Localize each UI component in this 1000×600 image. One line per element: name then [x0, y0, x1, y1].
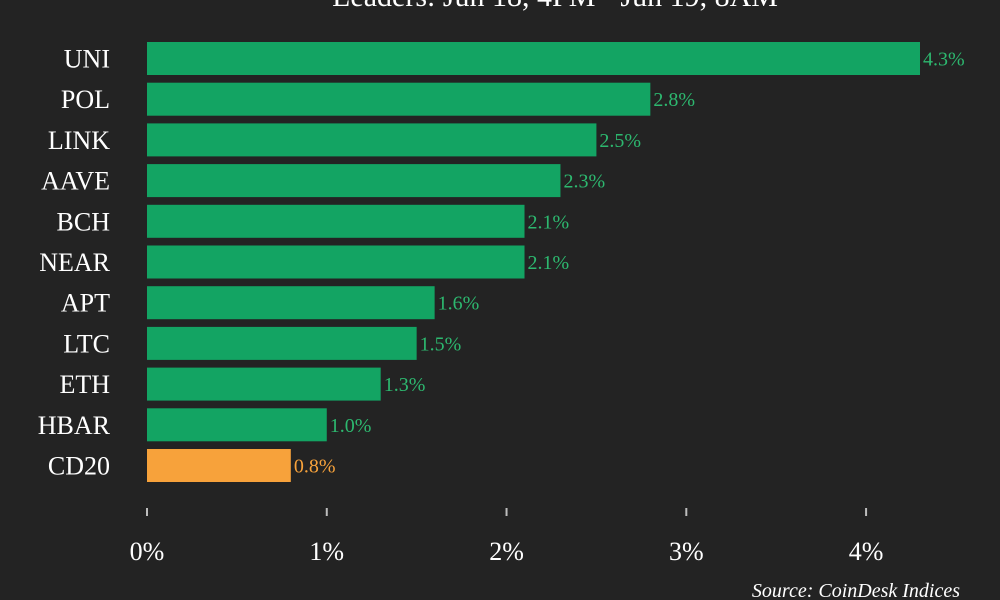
x-tick-label: 3% — [669, 537, 704, 566]
category-label: BCH — [57, 207, 111, 236]
bar-eth — [147, 367, 381, 401]
bar-aave — [147, 164, 561, 198]
value-label: 2.5% — [599, 130, 641, 152]
chart-title: Leaders: Jun 18, 4PM - Jun 19, 8AM — [332, 0, 778, 13]
bar-apt — [147, 286, 435, 320]
category-label: LTC — [63, 329, 110, 358]
value-label: 1.0% — [330, 415, 372, 437]
value-label: 1.6% — [438, 293, 480, 315]
category-label: APT — [61, 289, 110, 318]
bar-uni — [147, 42, 920, 75]
x-tick-label: 1% — [309, 537, 344, 566]
category-label: LINK — [48, 126, 110, 155]
bar-near — [147, 245, 525, 279]
bar-bch — [147, 204, 525, 238]
x-tick-label: 4% — [849, 537, 884, 566]
category-label: ETH — [59, 370, 110, 399]
bar-cd20 — [147, 449, 291, 482]
source-note: Source: CoinDesk Indices — [752, 580, 960, 600]
category-label: CD20 — [48, 452, 110, 481]
bar-pol — [147, 82, 651, 116]
x-axis: 0% 1% 2% 3% 4% — [130, 508, 884, 566]
bar-hbar — [147, 408, 327, 442]
category-label: HBAR — [38, 411, 111, 440]
value-label: 2.1% — [528, 252, 570, 274]
category-label: AAVE — [41, 167, 110, 196]
x-tick-label: 0% — [130, 537, 165, 566]
value-label: 4.3% — [923, 49, 965, 71]
value-label: 2.8% — [653, 89, 695, 111]
value-label: 1.3% — [384, 374, 426, 396]
category-label: POL — [61, 85, 110, 114]
x-tick-label: 2% — [489, 537, 524, 566]
value-label: 1.5% — [420, 333, 462, 355]
category-label: NEAR — [39, 248, 110, 277]
bar-ltc — [147, 326, 417, 360]
value-label: 0.8% — [294, 456, 336, 478]
bars-group: UNI 4.3% POL 2.8% LINK 2.5% AAVE 2.3% BCH 2.1% NEA… — [38, 42, 965, 482]
bar-link — [147, 123, 597, 157]
category-label: UNI — [64, 45, 110, 74]
value-label: 2.3% — [563, 171, 605, 193]
value-label: 2.1% — [528, 211, 570, 233]
